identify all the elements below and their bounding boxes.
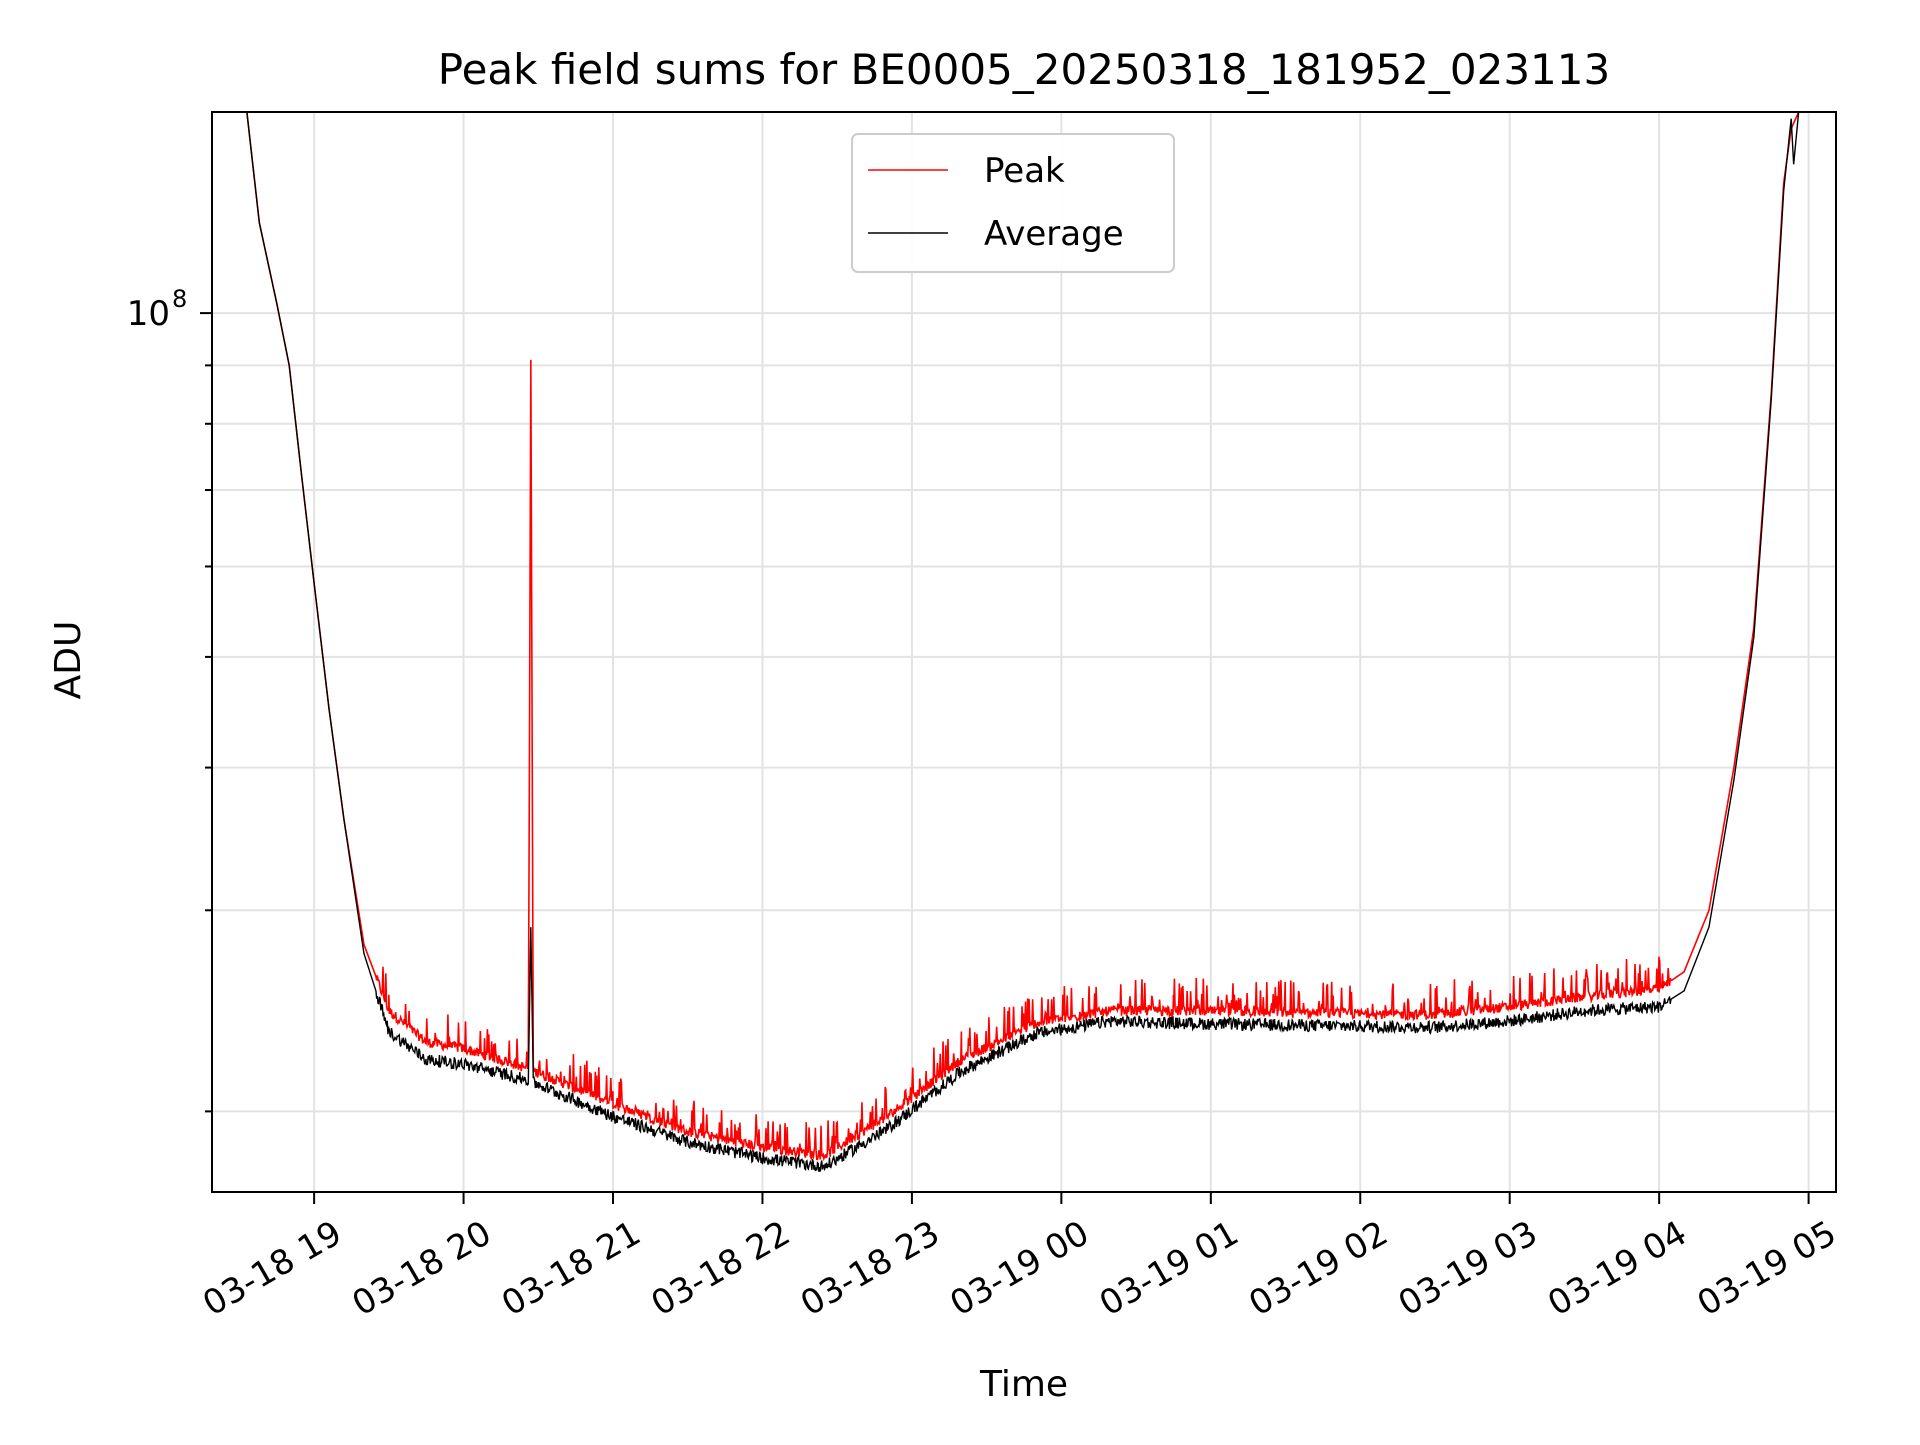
legend-label-average: Average (984, 214, 1124, 254)
series-line-average (246, 112, 1800, 1172)
series-layer (246, 112, 1800, 1172)
chart-title: Peak field sums for BE0005_20250318_1819… (438, 45, 1610, 94)
legend-label-peak: Peak (984, 151, 1065, 191)
x-axis-label: Time (979, 1364, 1068, 1405)
series-line-peak (246, 112, 1800, 1162)
grid (212, 112, 1836, 1192)
y-tick-label-base: 10 (127, 294, 170, 334)
y-axis-label: ADU (48, 621, 89, 700)
plot-frame (211, 111, 1837, 1193)
legend: Peak Average (851, 133, 1175, 273)
y-tick-label-exponent: 8 (172, 285, 187, 313)
legend-box (851, 133, 1175, 273)
